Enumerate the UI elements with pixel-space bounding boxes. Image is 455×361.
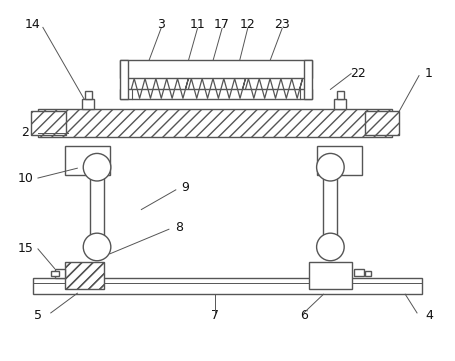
Bar [365, 111, 399, 135]
Circle shape [83, 233, 111, 261]
Text: 3: 3 [157, 18, 165, 31]
Bar [82, 99, 94, 109]
Bar [334, 99, 346, 109]
Text: 12: 12 [240, 18, 256, 31]
Text: 15: 15 [17, 243, 33, 256]
Bar [337, 91, 344, 99]
Bar [304, 60, 312, 99]
Bar [65, 145, 110, 175]
Text: 14: 14 [25, 18, 41, 31]
Bar [90, 170, 104, 244]
Text: 22: 22 [350, 67, 366, 80]
Bar [317, 145, 362, 175]
Circle shape [317, 153, 344, 181]
Text: 6: 6 [300, 309, 308, 322]
Bar [120, 60, 127, 99]
Bar [65, 262, 104, 289]
Bar [33, 278, 422, 294]
Circle shape [83, 153, 111, 181]
Bar [38, 109, 392, 137]
Bar [309, 262, 352, 289]
Text: 4: 4 [425, 309, 433, 322]
Text: 23: 23 [274, 18, 290, 31]
Text: 11: 11 [190, 18, 205, 31]
Bar [38, 109, 392, 137]
Text: 2: 2 [21, 126, 29, 139]
Text: 9: 9 [182, 181, 190, 194]
Bar [85, 91, 92, 99]
Circle shape [317, 233, 344, 261]
Bar [31, 111, 66, 135]
Bar [55, 269, 65, 278]
Text: 10: 10 [17, 171, 33, 184]
Bar [65, 262, 104, 289]
Text: 1: 1 [425, 67, 433, 80]
Text: 7: 7 [211, 309, 219, 322]
Text: 8: 8 [175, 221, 183, 234]
Bar [365, 111, 399, 135]
Bar [51, 271, 59, 277]
Bar [365, 271, 371, 275]
Bar [324, 170, 337, 244]
Bar [120, 90, 312, 99]
Bar [120, 60, 312, 78]
Bar [31, 111, 66, 135]
Text: 17: 17 [214, 18, 230, 31]
Text: 5: 5 [34, 309, 42, 322]
Bar [354, 269, 364, 277]
